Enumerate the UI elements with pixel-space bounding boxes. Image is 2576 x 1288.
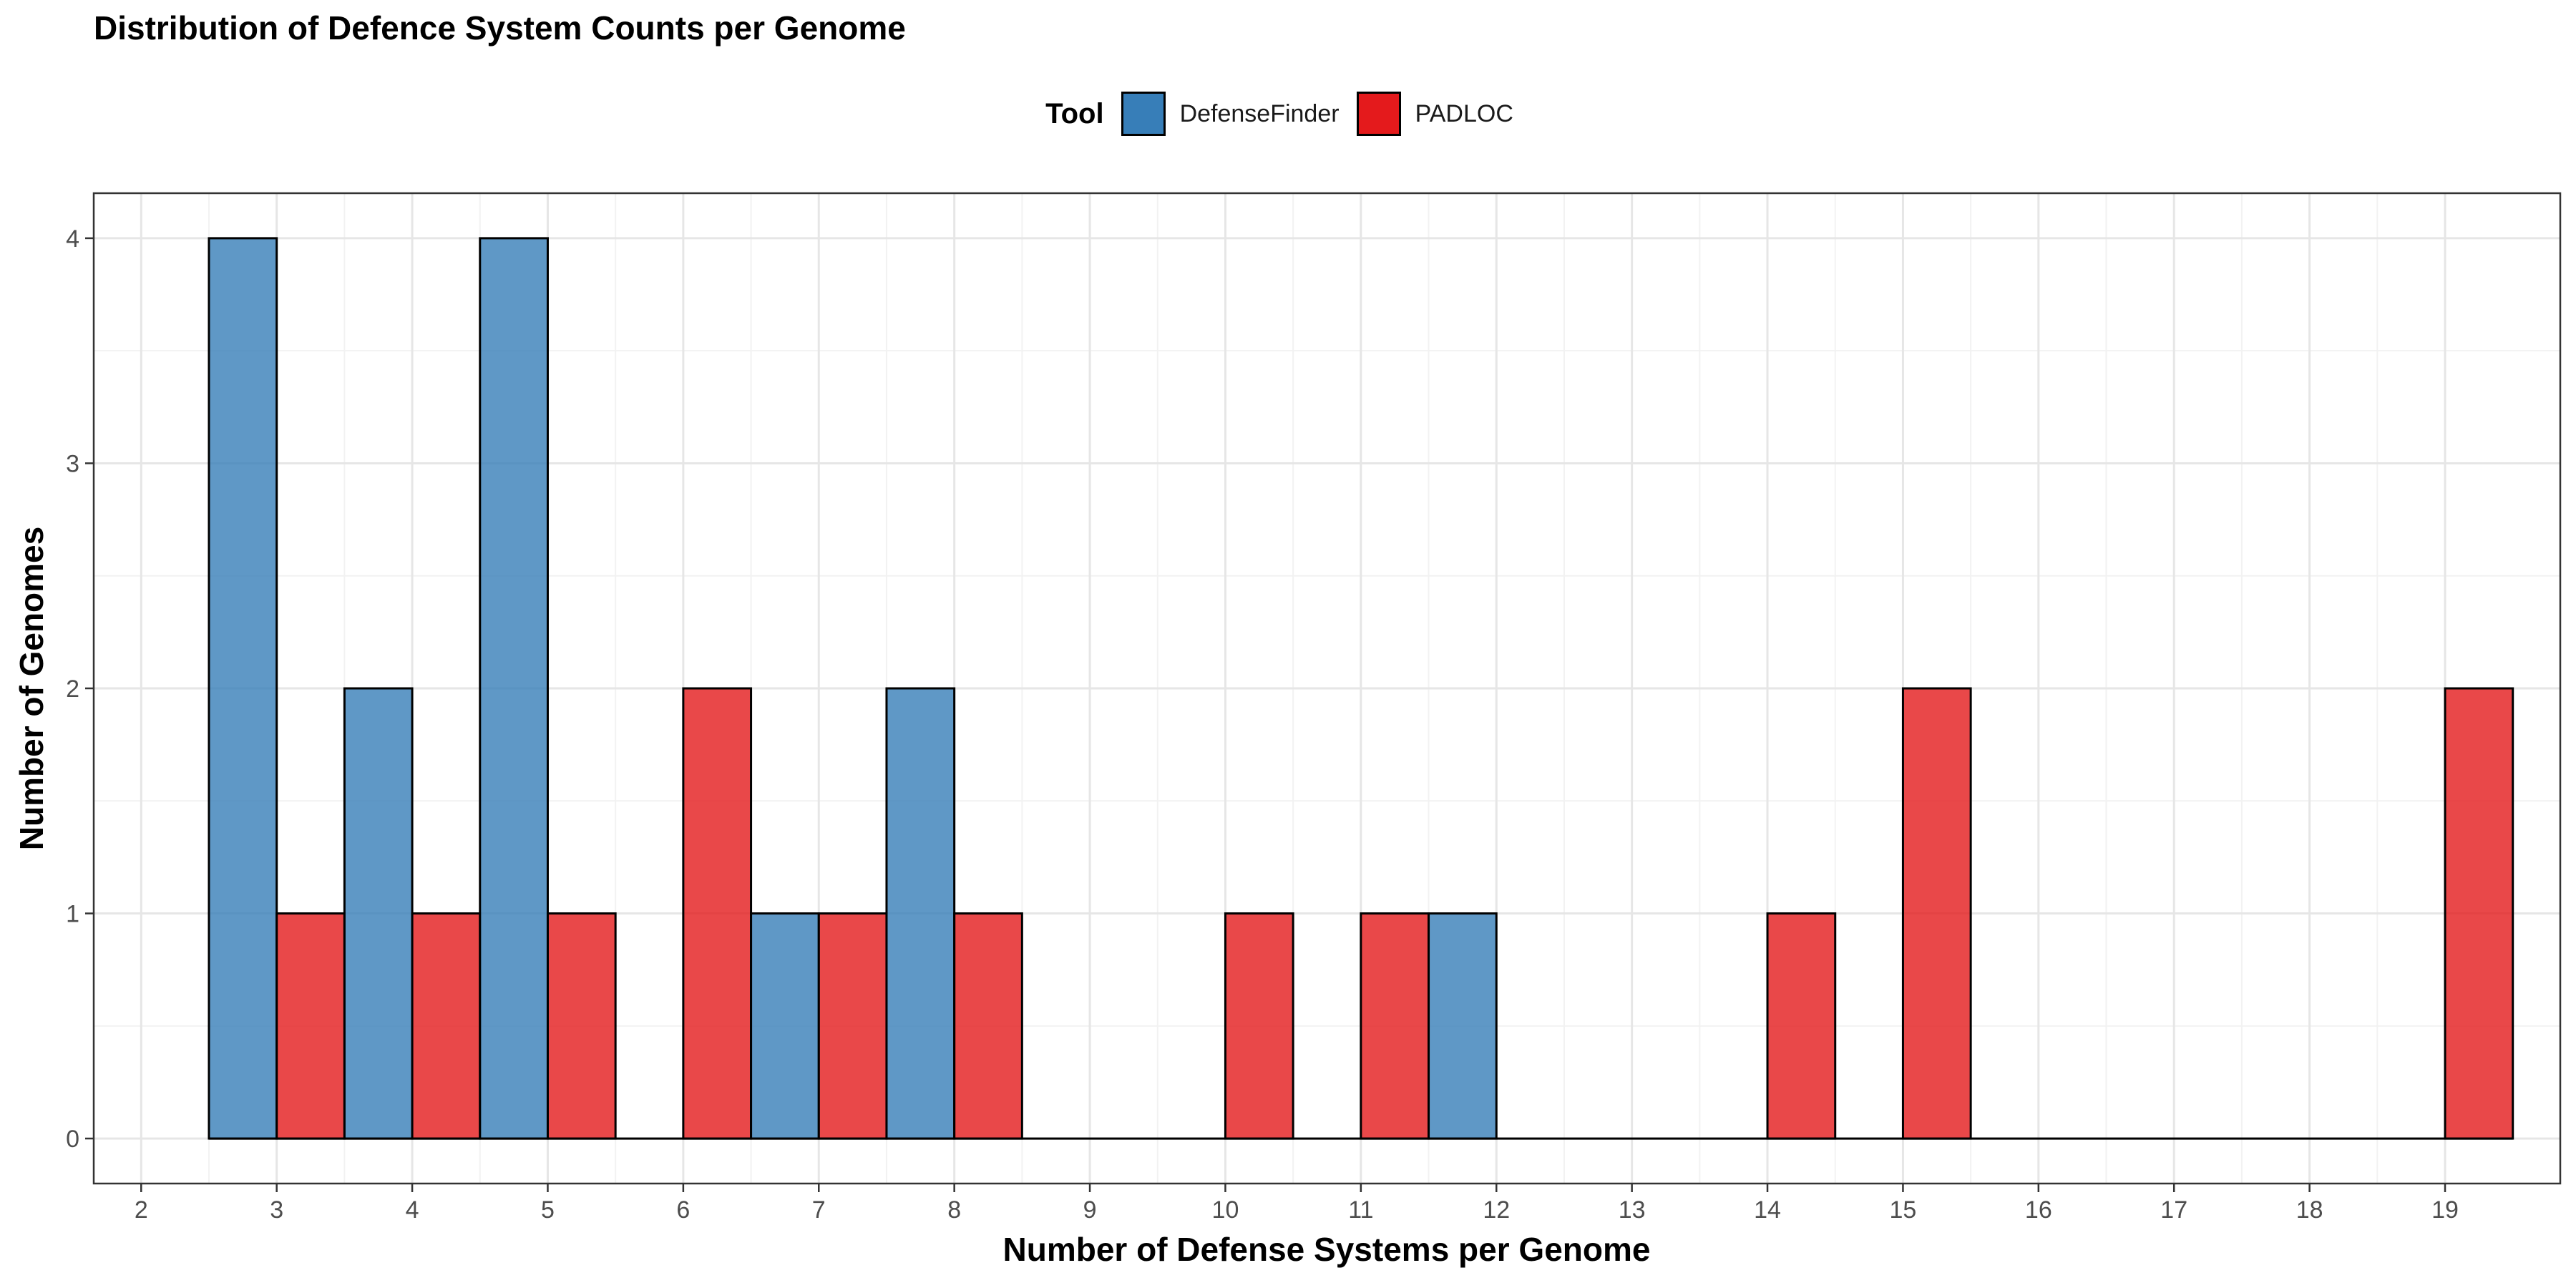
x-tick-label: 11 bbox=[1348, 1196, 1373, 1224]
x-tick-label: 14 bbox=[1754, 1196, 1781, 1224]
x-tick-label: 13 bbox=[1619, 1196, 1646, 1224]
bar-padloc-3 bbox=[275, 912, 346, 1140]
x-tick-label: 5 bbox=[541, 1196, 555, 1224]
x-tick-label: 6 bbox=[676, 1196, 690, 1224]
bar-defensefinder-4 bbox=[343, 687, 414, 1140]
x-tick-label: 16 bbox=[2025, 1196, 2052, 1224]
y-tick-label: 1 bbox=[66, 901, 79, 928]
legend-title: Tool bbox=[1045, 97, 1104, 130]
legend-key-defensefinder bbox=[1121, 92, 1166, 136]
x-axis-label: Number of Defense Systems per Genome bbox=[1003, 1231, 1651, 1268]
y-axis-label: Number of Genomes bbox=[13, 527, 50, 850]
bar-padloc-8 bbox=[953, 912, 1023, 1140]
x-tick-label: 8 bbox=[947, 1196, 961, 1224]
bar-defensefinder-3 bbox=[208, 237, 278, 1140]
y-tick-label: 2 bbox=[66, 675, 79, 703]
y-axis: 0 1 2 3 4 bbox=[66, 225, 94, 1153]
legend: Tool DefenseFinder PADLOC bbox=[0, 86, 2576, 142]
legend-label-defensefinder: DefenseFinder bbox=[1179, 99, 1340, 127]
x-axis: 2 3 4 5 6 7 8 9 10 11 12 13 14 15 16 17 18 19 bbox=[135, 1184, 2459, 1224]
bar-padloc-10 bbox=[1224, 912, 1294, 1140]
bar-padloc-14 bbox=[1766, 912, 1837, 1140]
bar-defensefinder-5 bbox=[479, 237, 549, 1140]
bar-padloc-11 bbox=[1360, 912, 1430, 1140]
bar-padloc-7 bbox=[817, 912, 888, 1140]
legend-label-padloc: PADLOC bbox=[1415, 99, 1513, 127]
chart-title: Distribution of Defence System Counts pe… bbox=[94, 9, 906, 47]
bar-padloc-5 bbox=[546, 912, 617, 1140]
x-tick-label: 9 bbox=[1083, 1196, 1097, 1224]
bar-padloc-6 bbox=[682, 687, 753, 1140]
legend-item-padloc: PADLOC bbox=[1356, 92, 1513, 136]
bar-padloc-15 bbox=[1901, 687, 1972, 1140]
bar-padloc-19 bbox=[2444, 687, 2514, 1140]
x-tick-label: 17 bbox=[2160, 1196, 2187, 1224]
bar-padloc-4 bbox=[411, 912, 482, 1140]
y-tick-label: 4 bbox=[66, 225, 79, 253]
x-tick-label: 10 bbox=[1212, 1196, 1239, 1224]
y-tick-label: 3 bbox=[66, 450, 79, 477]
legend-item-defensefinder: DefenseFinder bbox=[1121, 92, 1340, 136]
x-tick-label: 7 bbox=[812, 1196, 826, 1224]
x-tick-label: 4 bbox=[406, 1196, 419, 1224]
x-tick-label: 19 bbox=[2431, 1196, 2459, 1224]
x-tick-label: 15 bbox=[1890, 1196, 1917, 1224]
legend-key-padloc bbox=[1356, 92, 1401, 136]
x-tick-label: 3 bbox=[270, 1196, 283, 1224]
x-tick-label: 18 bbox=[2296, 1196, 2323, 1224]
y-tick-label: 0 bbox=[66, 1126, 79, 1153]
bar-defensefinder-12 bbox=[1428, 912, 1498, 1140]
x-tick-label: 2 bbox=[135, 1196, 148, 1224]
bars bbox=[208, 237, 2514, 1140]
bar-defensefinder-8 bbox=[885, 687, 956, 1140]
x-tick-label: 12 bbox=[1483, 1196, 1510, 1224]
bar-defensefinder-7 bbox=[750, 912, 820, 1140]
